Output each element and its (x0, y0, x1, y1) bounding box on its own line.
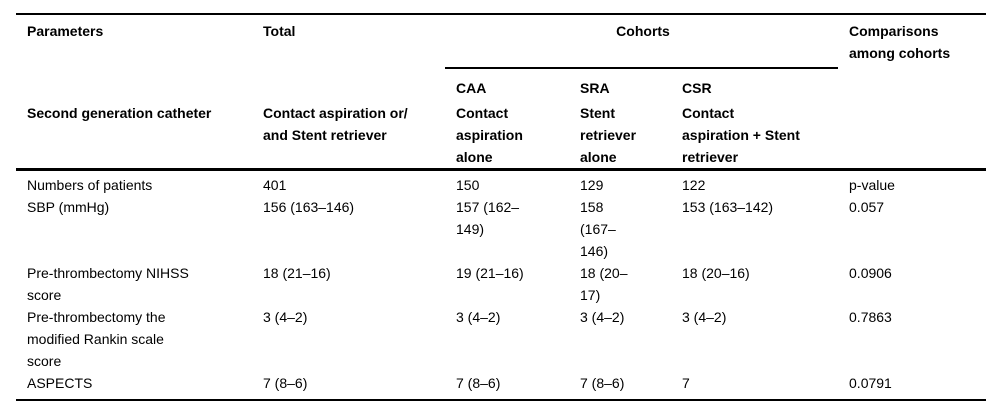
header-row-groups: Parameters Total Cohorts Comparisons amo… (16, 14, 986, 69)
subheader-sra: Stent retriever alone (569, 100, 671, 171)
header-row-cohort-codes: CAA SRA CSR (16, 68, 986, 100)
cell-sra: 3 (4–2) (580, 309, 625, 325)
cell-comparison: 0.057 (849, 199, 885, 215)
table-header: Parameters Total Cohorts Comparisons amo… (16, 14, 987, 171)
cell-csr: 122 (682, 177, 706, 193)
table-row: Numbers of patients 401 150 129 122 p-va… (16, 170, 986, 197)
cohort-comparison-table: Parameters Total Cohorts Comparisons amo… (16, 13, 987, 401)
col-header-caa: CAA (456, 80, 487, 96)
subheader-parameters: Second generation catheter (16, 100, 252, 171)
table-body: Numbers of patients 401 150 129 122 p-va… (16, 170, 987, 401)
cell-parameter: Pre-thrombectomy NIHSS score (27, 265, 189, 303)
subheader-caa: Contact aspiration alone (445, 100, 569, 171)
cohort-comparison-table-wrap: Parameters Total Cohorts Comparisons amo… (16, 13, 987, 401)
cell-comparison: 0.7863 (849, 309, 892, 325)
cell-comparison: 0.0791 (838, 372, 987, 401)
cell-parameter: Numbers of patients (27, 177, 153, 193)
col-header-comparisons: Comparisons among cohorts (849, 23, 951, 61)
subheader-comparisons-empty (838, 100, 987, 171)
cell-parameter: Pre-thrombectomy the modified Rankin sca… (27, 309, 166, 369)
cell-parameter: ASPECTS (16, 372, 252, 401)
col-header-cohorts: Cohorts (445, 14, 839, 69)
col-header-csr: CSR (682, 80, 712, 96)
cell-total: 401 (263, 177, 287, 193)
cell-csr: 153 (163–142) (682, 199, 774, 215)
cell-caa: 19 (21–16) (456, 265, 524, 281)
cell-comparison: 0.0906 (849, 265, 892, 281)
table-row: Pre-thrombectomy NIHSS score 18 (21–16) … (16, 262, 986, 306)
cell-comparison: p-value (849, 177, 895, 193)
col-header-total: Total (263, 23, 296, 39)
cell-total: 18 (21–16) (263, 265, 331, 281)
col-header-sra: SRA (580, 80, 610, 96)
cell-sra: 18 (20– 17) (580, 265, 628, 303)
cell-caa: 157 (162– 149) (456, 199, 520, 237)
table-row: Pre-thrombectomy the modified Rankin sca… (16, 306, 986, 372)
table-row: ASPECTS 7 (8–6) 7 (8–6) 7 (8–6) 7 0.0791 (16, 372, 987, 401)
cell-total: 7 (8–6) (252, 372, 445, 401)
cell-caa: 150 (456, 177, 480, 193)
subheader-csr: Contact aspiration + Stent retriever (671, 100, 839, 171)
cell-caa: 7 (8–6) (445, 372, 569, 401)
cell-caa: 3 (4–2) (456, 309, 501, 325)
cell-sra: 7 (8–6) (569, 372, 671, 401)
cell-total: 3 (4–2) (263, 309, 308, 325)
cell-csr: 18 (20–16) (682, 265, 750, 281)
cell-sra: 158 (167– 146) (580, 199, 616, 259)
col-header-parameters: Parameters (27, 23, 104, 39)
subheader-total: Contact aspiration or/ and Stent retriev… (252, 100, 445, 171)
cell-parameter: SBP (mmHg) (27, 199, 110, 215)
cell-csr: 7 (671, 372, 839, 401)
cell-csr: 3 (4–2) (682, 309, 727, 325)
table-row: SBP (mmHg) 156 (163–146) 157 (162– 149) … (16, 196, 986, 262)
cell-sra: 129 (580, 177, 604, 193)
header-row-descriptions: Second generation catheter Contact aspir… (16, 100, 987, 171)
cell-total: 156 (163–146) (263, 199, 355, 215)
